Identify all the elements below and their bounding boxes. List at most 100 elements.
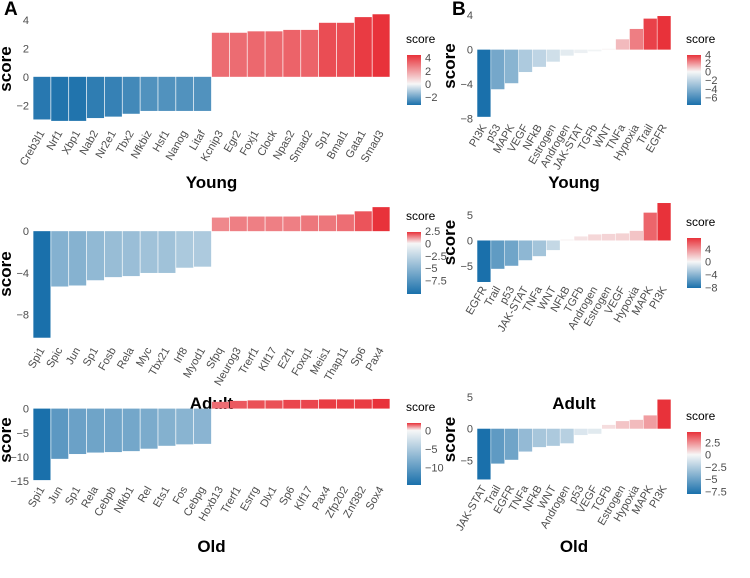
panel5-y-tick-3: 0	[23, 404, 29, 416]
panel3-bar-12	[247, 216, 265, 232]
panel4-bar-2	[504, 240, 519, 266]
panel3-y-tick-2: 0	[23, 226, 29, 238]
panel5-bar-1	[51, 408, 69, 459]
panel5-bar-7	[158, 408, 176, 446]
panel6-legend-colorbar	[687, 432, 701, 494]
panel3-bar-6	[140, 231, 158, 273]
panel4-bar-4	[532, 240, 547, 257]
panel3-x-tick-5: Rela	[115, 345, 137, 371]
panel1-bar-17	[336, 22, 354, 77]
panel5-x-tick-19: Sox4	[364, 485, 387, 513]
panel4-bar-12	[643, 212, 657, 241]
panel1-bar-2	[69, 76, 87, 121]
panel3-legend-tick-0: 2.5	[425, 226, 440, 238]
panel1-bar-13	[265, 31, 283, 77]
panel2-legend-tick-0: 4	[705, 50, 711, 62]
panel2-bar-12	[643, 18, 657, 50]
panel3-x-tick-2: Jun	[64, 346, 83, 367]
panel5-legend-tick-0: 0	[425, 425, 431, 437]
panel2-legend-title: score	[686, 32, 716, 46]
panel1-bar-1	[51, 76, 69, 121]
panel4-bar-11	[629, 230, 644, 241]
panel3-y-tick-1: −4	[16, 268, 29, 280]
panel3-bar-3	[86, 231, 105, 281]
panel4-bar-13	[657, 203, 671, 241]
panel1-y-tick-3: 4	[23, 15, 29, 27]
panel2-y-tick-1: −4	[460, 79, 473, 91]
panel6-bar-3	[518, 428, 533, 452]
panel5-bar-11	[229, 400, 247, 409]
panel3-bar-0	[33, 231, 51, 338]
panel3-x-tick-4: Fosb	[96, 346, 119, 373]
panel3-y-tick-0: −8	[16, 310, 29, 322]
panel2-y-tick-0: −8	[460, 114, 473, 126]
panel3-legend-tick-4: −7.5	[425, 276, 447, 288]
panel6-legend-tick-1: 0	[705, 450, 711, 462]
panel4-bar-5	[546, 240, 560, 251]
panel6-legend-tick-3: −5	[705, 474, 718, 486]
panel6-y-axis-label: score	[440, 417, 459, 462]
panel6-bar-12	[643, 415, 657, 429]
panel6-chart-title: Old	[560, 537, 588, 556]
panel4-bar-3	[518, 240, 533, 261]
panel5-bar-8	[176, 408, 194, 445]
panel5-bar-10	[211, 401, 229, 409]
panel3-bar-14	[283, 216, 301, 232]
panel3-bar-16	[318, 215, 337, 232]
panel3-bar-8	[176, 231, 194, 268]
panel5-x-tick-1: Jun	[46, 485, 65, 506]
panel1-bar-7	[158, 76, 176, 111]
panel1-legend-tick-0: 4	[425, 53, 431, 65]
panel1-bar-15	[301, 29, 319, 77]
panel-label-a: A	[4, 0, 18, 20]
panel4-bar-9	[601, 233, 616, 241]
panel4-legend-colorbar	[687, 238, 701, 288]
panel3-bar-17	[336, 214, 354, 232]
panel6-y-tick-2: 5	[467, 392, 473, 404]
panel5-legend-title: score	[406, 400, 436, 414]
panel1-legend-tick-2: 0	[425, 79, 431, 91]
panel5-y-axis-label: score	[0, 417, 15, 462]
panel2-bar-1	[491, 49, 505, 90]
panel2-bar-11	[629, 28, 644, 50]
panel5-chart-title: Old	[197, 537, 225, 556]
panel5-legend-tick-2: −10	[425, 462, 444, 474]
panel5-bar-9	[194, 408, 212, 444]
panel3-bar-1	[51, 231, 69, 287]
panel3-legend-tick-1: 0	[425, 238, 431, 250]
panel6-bar-7	[574, 428, 588, 436]
panel2-legend-tick-1: 2	[705, 58, 711, 70]
panel1-legend-tick-3: −2	[425, 92, 438, 104]
panel5-bar-3	[86, 408, 105, 453]
panel1-y-axis-label: score	[0, 46, 15, 91]
panel2-bar-7	[574, 49, 588, 54]
panel3-bar-4	[104, 231, 122, 278]
panel3-bar-13	[265, 216, 283, 232]
panel2-y-axis-label: score	[440, 43, 459, 88]
panel3-legend-colorbar	[407, 232, 421, 294]
panel1-bar-11	[229, 32, 247, 77]
panel6-y-tick-0: −5	[460, 455, 473, 467]
panel5-bar-2	[69, 408, 87, 455]
panel2-bar-5	[546, 49, 560, 62]
panel6-bar-5	[546, 428, 560, 446]
panel3-legend-tick-2: −2.5	[425, 251, 447, 263]
panel6-bar-2	[504, 428, 519, 460]
panel3-x-tick-19: Pax4	[364, 346, 387, 374]
panel5-bar-6	[140, 408, 158, 449]
panel4-y-tick-1: 0	[467, 235, 473, 247]
panel1-y-tick-1: 0	[23, 72, 29, 84]
panel1-bar-10	[211, 32, 229, 77]
panel3-bar-11	[229, 216, 247, 232]
panel1-bar-3	[86, 76, 105, 119]
panel4-y-axis-label: score	[440, 220, 459, 265]
panel6-legend-tick-2: −2.5	[705, 462, 727, 474]
panel4-bar-8	[588, 234, 602, 241]
panel6-legend-title: score	[686, 409, 716, 423]
panel6-bar-9	[601, 424, 616, 429]
panel5-bar-13	[265, 400, 283, 409]
panel1-bar-19	[372, 14, 390, 77]
panel2-legend-tick-3: −2	[705, 75, 718, 87]
panel1-y-tick-0: −2	[16, 100, 29, 112]
panel1-bar-18	[354, 17, 372, 77]
